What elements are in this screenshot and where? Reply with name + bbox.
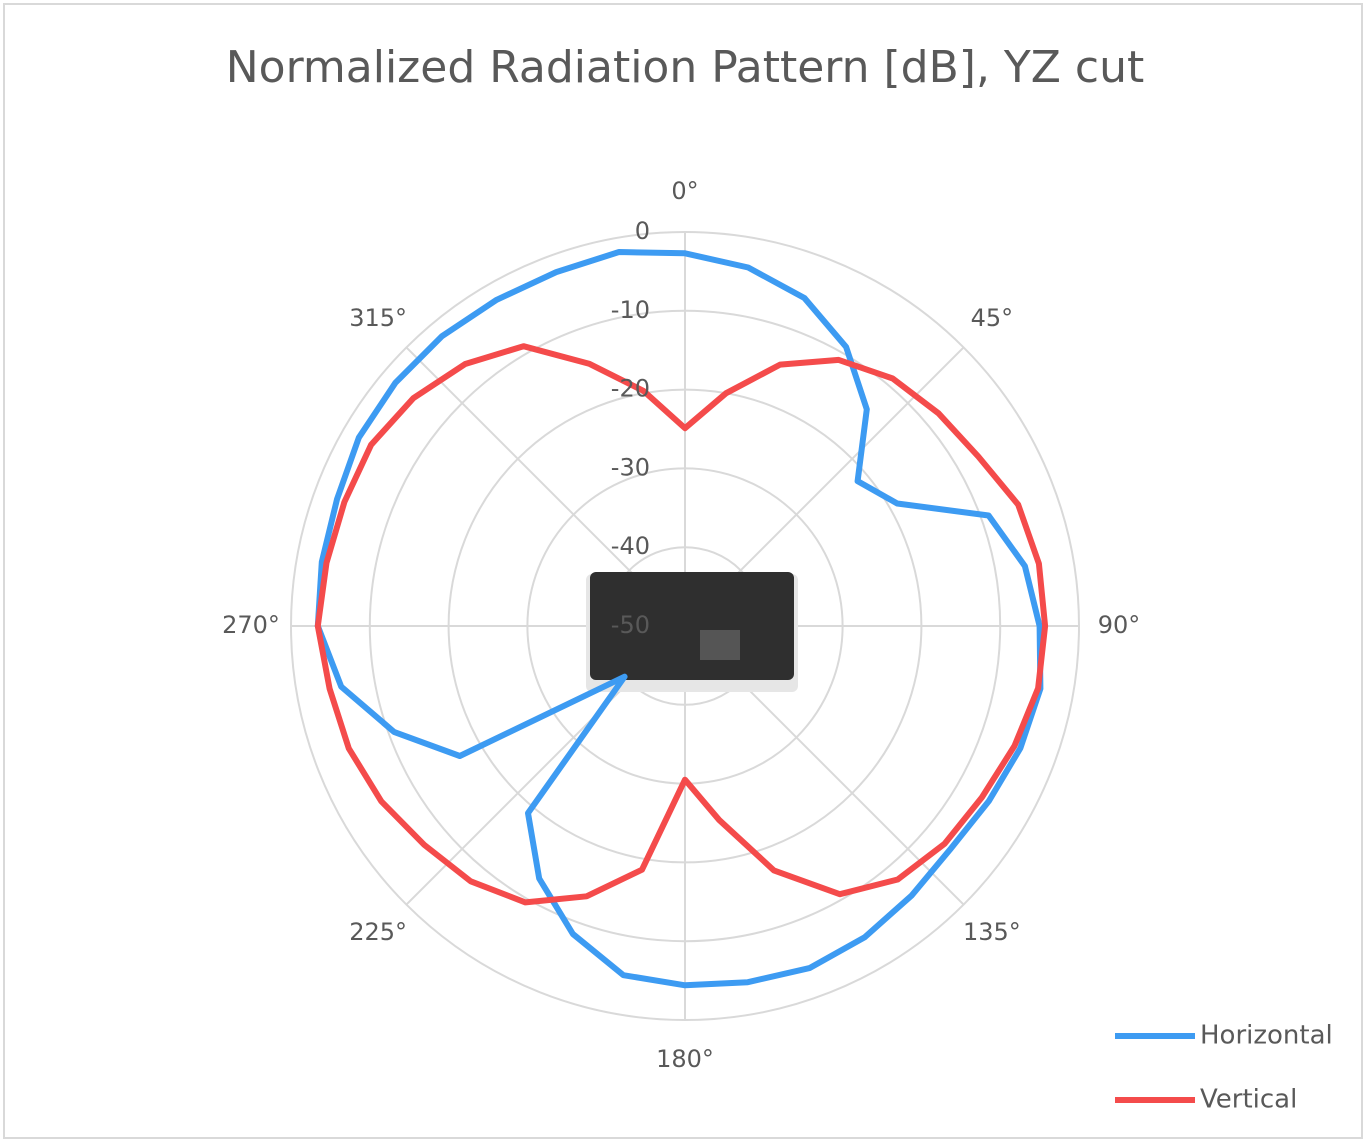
legend-label: Vertical (1200, 1085, 1297, 1115)
legend-label: Horizontal (1200, 1021, 1333, 1051)
chart: Normalized Radiation Pattern [dB], YZ cu… (0, 0, 1366, 1142)
radial-tick-label: -40 (611, 532, 650, 560)
angle-tick-label: 45° (971, 304, 1014, 332)
radial-tick-label: -30 (611, 453, 650, 481)
chart-title: Normalized Radiation Pattern [dB], YZ cu… (226, 42, 1145, 93)
angle-tick-label: 135° (963, 918, 1021, 946)
radial-tick-label: -50 (611, 611, 650, 639)
angle-tick-label: 90° (1098, 611, 1141, 639)
chip (700, 630, 740, 660)
chart-frame (4, 4, 1362, 1138)
angle-tick-label: 270° (222, 611, 280, 639)
angle-tick-label: 180° (656, 1045, 714, 1073)
angle-tick-label: 0° (671, 177, 698, 205)
angle-tick-label: 315° (349, 304, 407, 332)
angle-tick-label: 225° (349, 918, 407, 946)
page: {"chart_data": { "type": "polar", "title… (0, 0, 1366, 1142)
radial-tick-label: -20 (611, 375, 650, 403)
radial-tick-label: 0 (635, 217, 650, 245)
radial-tick-label: -10 (611, 296, 650, 324)
